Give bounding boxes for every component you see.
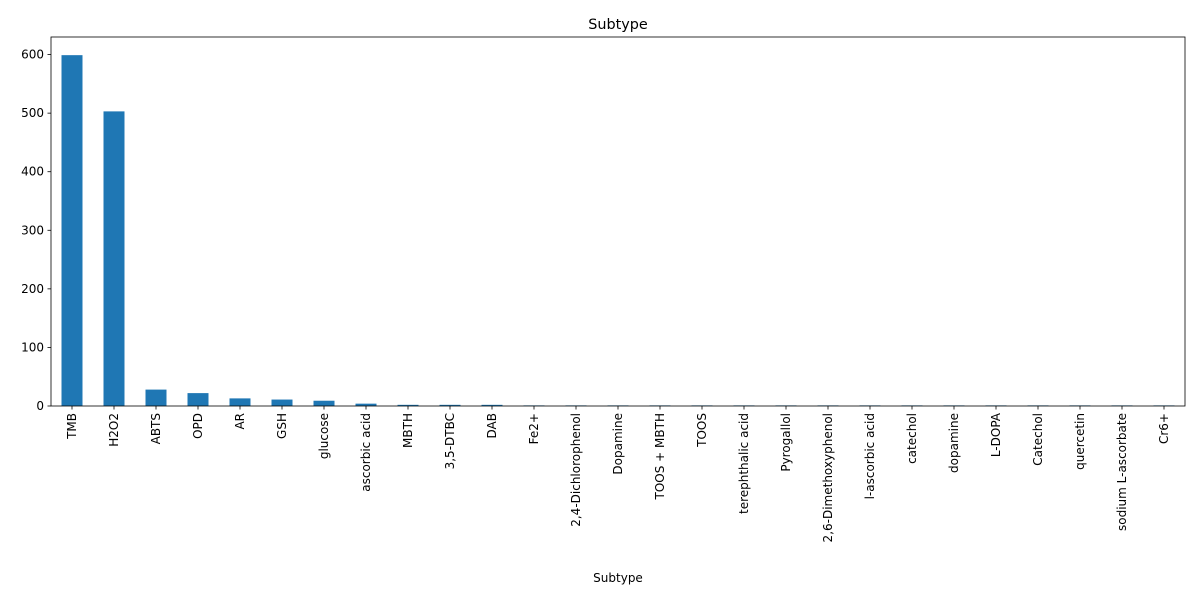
x-tick-label: Catechol (1031, 413, 1045, 466)
x-tick-label: sodium L-ascorbate (1115, 413, 1129, 531)
y-tick-label: 500 (21, 106, 44, 120)
bar-glucose (313, 400, 335, 406)
y-tick-label: 300 (21, 223, 44, 237)
x-tick-label: Pyrogallol (779, 413, 793, 472)
x-tick-label: L-DOPA (989, 412, 1003, 457)
y-tick-label: 0 (36, 399, 44, 413)
y-tick-label: 400 (21, 165, 44, 179)
x-tick-label: dopamine (947, 413, 961, 473)
x-tick-label: catechol (905, 413, 919, 464)
x-axis: TMB H2O2 ABTS OPD AR GSH glucose ascorbic acid M… (65, 406, 1171, 542)
x-tick-label: TMB (65, 413, 79, 440)
x-tick-label: terephthalic acid (737, 413, 751, 514)
x-tick-label: quercetin (1073, 413, 1087, 470)
x-tick-label: ascorbic acid (359, 413, 373, 492)
plot-frame (50, 36, 1186, 407)
x-tick-label: 3,5-DTBC (443, 413, 457, 469)
x-tick-label: Dopamine (611, 413, 625, 475)
x-tick-label: H2O2 (107, 413, 121, 447)
x-tick-label: AR (233, 413, 247, 430)
x-tick-label: DAB (485, 413, 499, 438)
bars-layer (61, 55, 1175, 407)
bar-tmb (61, 55, 83, 407)
x-tick-label: GSH (275, 413, 289, 439)
x-tick-label: Fe2+ (527, 413, 541, 444)
bar-h2o2 (103, 111, 125, 406)
chart-title: Subtype (588, 17, 648, 33)
x-tick-label: Cr6+ (1157, 413, 1171, 444)
x-tick-label: ABTS (149, 413, 163, 444)
y-tick-label: 600 (21, 48, 44, 62)
bar-gsh (271, 399, 293, 406)
x-tick-label: OPD (191, 413, 205, 439)
x-tick-label: 2,6-Dimethoxyphenol (821, 413, 835, 542)
bar-opd (187, 393, 209, 406)
y-tick-label: 200 (21, 282, 44, 296)
x-tick-label: TOOS (695, 413, 709, 448)
bar-ar (229, 398, 251, 406)
x-tick-label: MBTH (401, 413, 415, 448)
bar-ascorbic-acid (355, 403, 377, 406)
x-tick-label: TOOS + MBTH (653, 413, 667, 500)
bar-dab (481, 404, 503, 406)
y-axis: 0 100 200 300 400 500 600 (21, 48, 51, 413)
x-axis-label: Subtype (593, 571, 643, 585)
y-tick-label: 100 (21, 340, 44, 354)
x-tick-label: 2,4-Dichlorophenol (569, 413, 583, 527)
x-tick-label: glucose (317, 413, 331, 459)
bar-mbth (397, 404, 419, 406)
x-tick-label: l-ascorbic acid (863, 413, 877, 499)
bar-3-5-dtbc (439, 404, 461, 406)
bar-abts (145, 389, 167, 406)
